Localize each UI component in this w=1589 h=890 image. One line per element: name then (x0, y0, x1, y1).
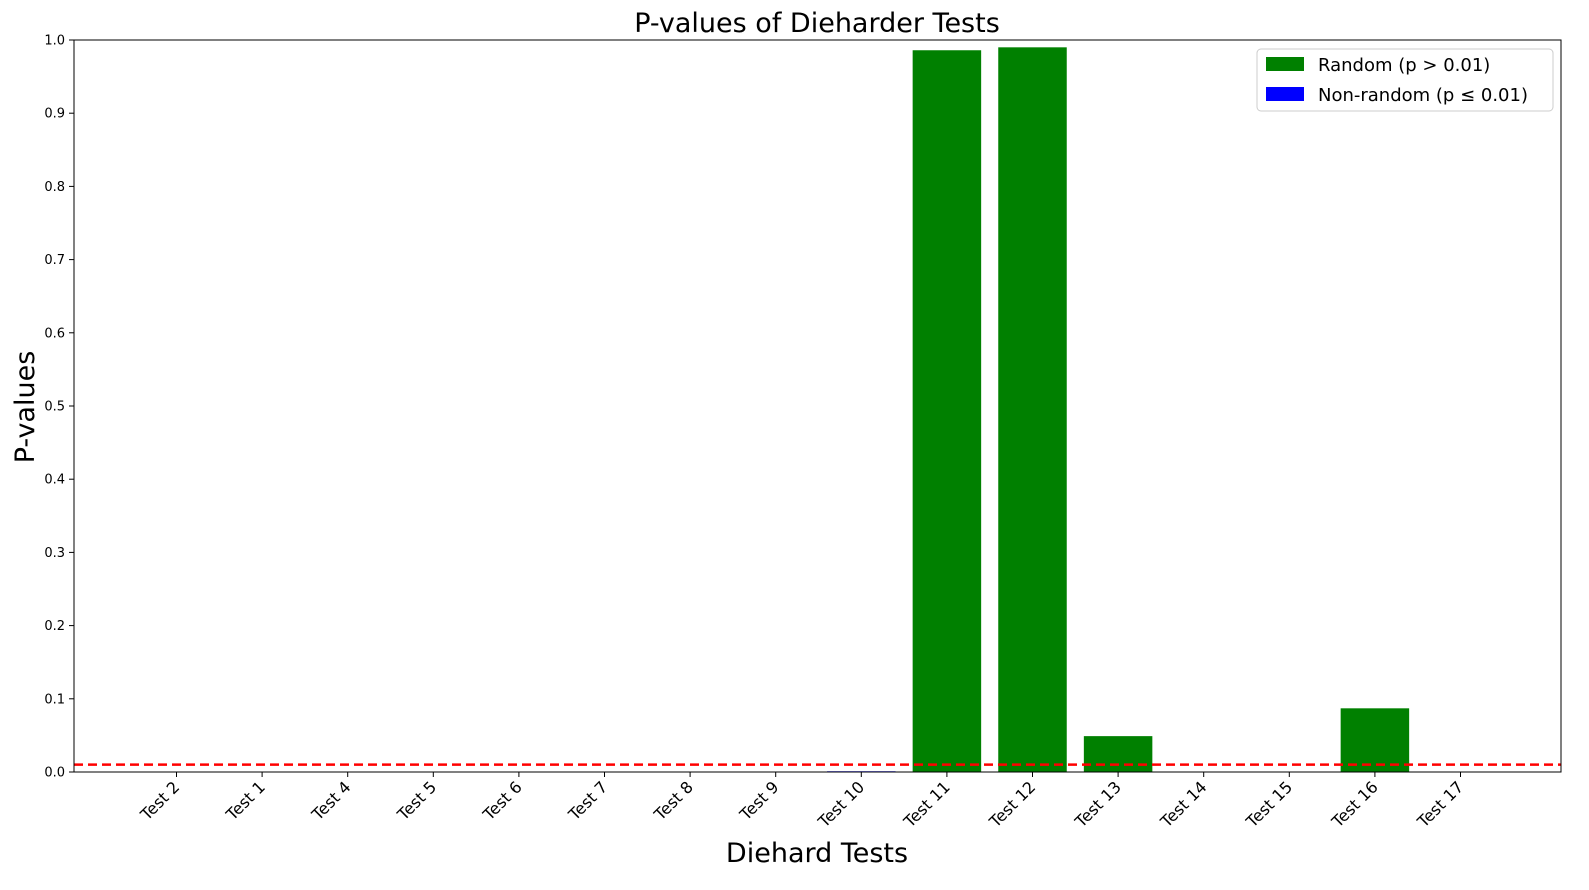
y-tick-label: 0.2 (44, 619, 65, 634)
legend-swatch-nonrandom (1266, 87, 1304, 101)
legend: Random (p > 0.01) Non-random (p ≤ 0.01) (1256, 48, 1554, 112)
y-axis-label: P-values (10, 351, 41, 464)
legend-swatch-random (1266, 57, 1304, 71)
x-axis-label: Diehard Tests (726, 838, 908, 869)
y-tick-label: 0.4 (44, 473, 65, 488)
x-tick-label: Test 10 (814, 777, 868, 831)
y-tick-label: 0.6 (44, 326, 65, 341)
x-tick-label: Test 15 (1242, 777, 1296, 831)
x-tick-label: Test 11 (899, 777, 953, 831)
x-axis: Test 2 Test 1 Test 4 Test 5 Test 6 Test 7 Test… (136, 772, 1467, 832)
y-axis: 0.0 0.1 0.2 0.3 0.4 0.5 0.6 0.7 0.8 0.9 1.0 (44, 34, 74, 781)
chart-title: P-values of Dieharder Tests (634, 8, 1000, 39)
x-tick-label: Test 9 (735, 777, 782, 824)
bars (827, 47, 1410, 773)
bar (998, 47, 1067, 772)
y-tick-label: 0.8 (44, 180, 65, 195)
x-tick-label: Test 16 (1327, 777, 1381, 831)
y-tick-label: 0.0 (44, 766, 65, 781)
x-tick-label: Test 17 (1413, 777, 1467, 831)
y-tick-label: 0.5 (44, 400, 65, 415)
x-tick-label: Test 12 (985, 777, 1039, 831)
plot-frame (73, 39, 1562, 773)
y-tick-label: 0.1 (44, 692, 65, 707)
x-tick-label: Test 13 (1071, 777, 1125, 831)
y-tick-label: 0.9 (44, 107, 65, 122)
x-tick-label: Test 14 (1156, 777, 1210, 831)
x-tick-label: Test 2 (136, 777, 183, 824)
bar (912, 50, 982, 773)
y-tick-label: 0.7 (44, 253, 65, 268)
x-tick-label: Test 1 (222, 777, 269, 824)
y-tick-label: 1.0 (44, 34, 65, 49)
x-tick-label: Test 5 (393, 777, 440, 824)
bar (1083, 736, 1153, 772)
x-tick-label: Test 8 (650, 777, 697, 824)
bar (1340, 708, 1410, 772)
y-tick-label: 0.3 (44, 546, 65, 561)
x-tick-label: Test 7 (564, 777, 611, 824)
legend-label-nonrandom: Non-random (p ≤ 0.01) (1318, 85, 1528, 106)
legend-box (1256, 48, 1554, 112)
x-tick-label: Test 6 (479, 777, 526, 824)
x-tick-label: Test 4 (307, 777, 354, 824)
legend-label-random: Random (p > 0.01) (1318, 55, 1490, 76)
